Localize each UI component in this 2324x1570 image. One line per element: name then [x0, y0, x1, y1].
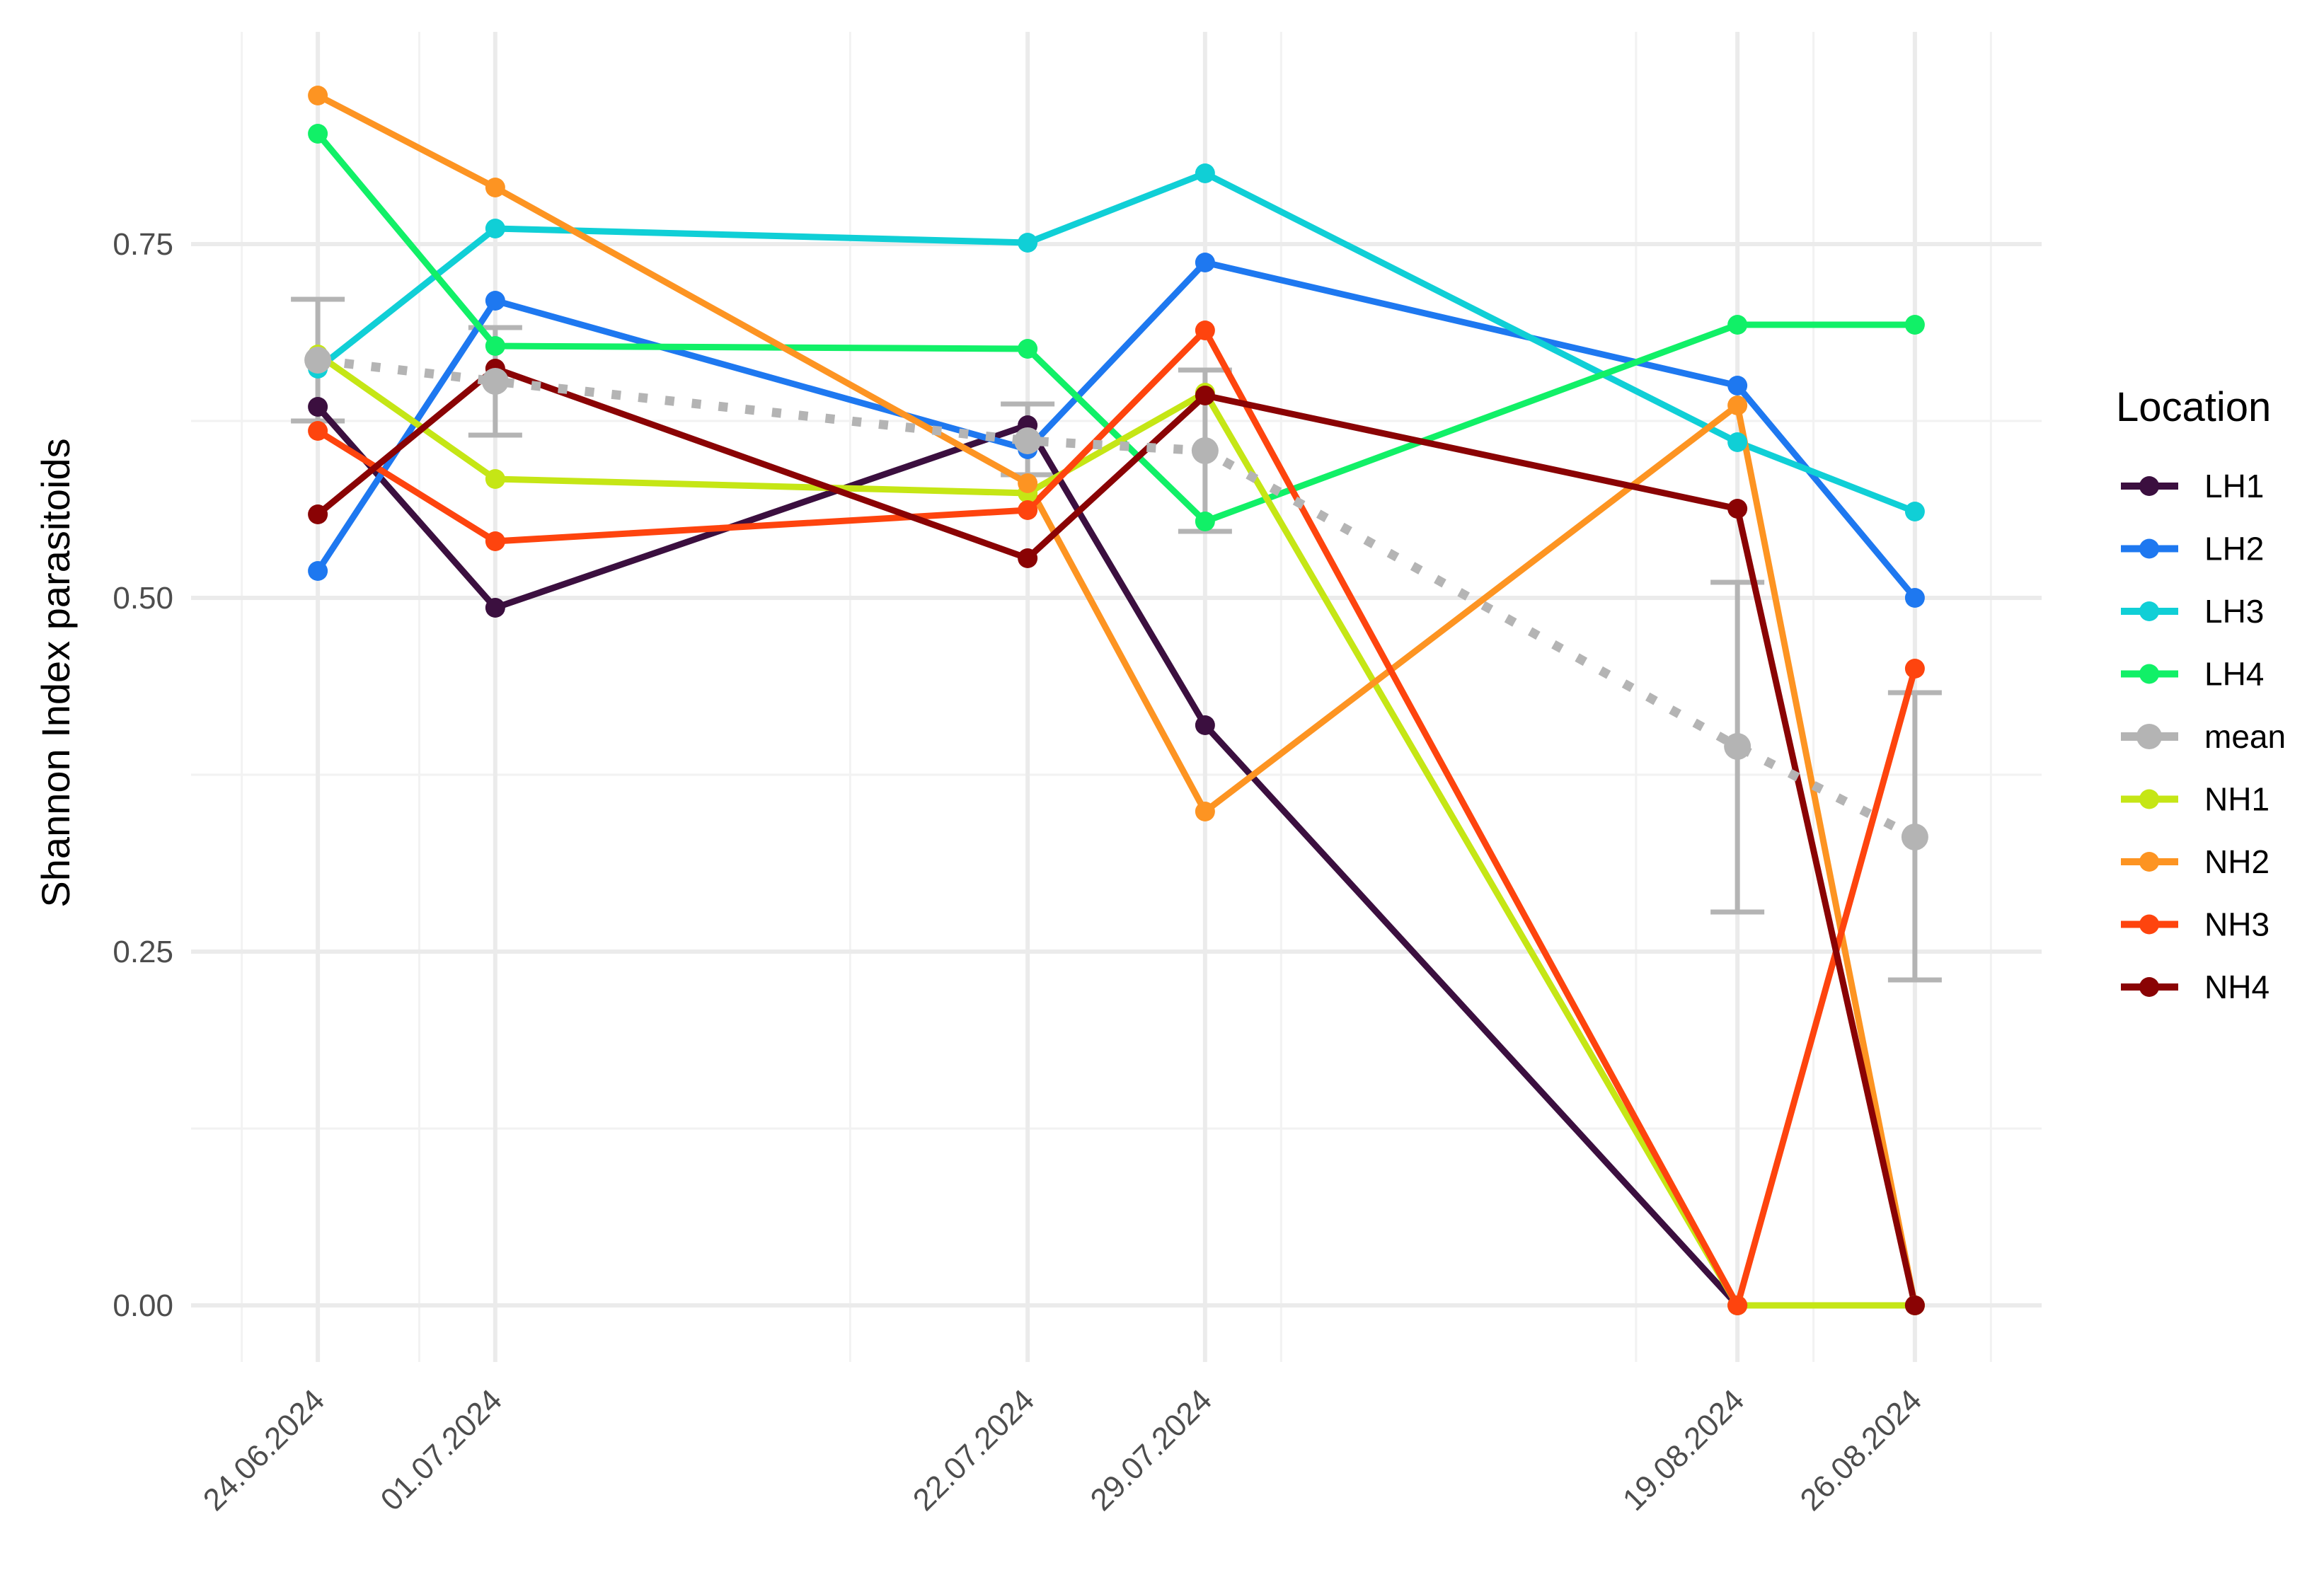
lh1-point	[1195, 715, 1215, 735]
mean-point	[1724, 733, 1751, 760]
legend-label-lh4: LH4	[2204, 656, 2264, 693]
lh2-point	[1195, 253, 1215, 272]
nh3-point	[1195, 321, 1215, 340]
nh1-line	[316, 352, 1915, 1309]
nh3-line	[316, 327, 1919, 1309]
legend-key-point-nh4	[2139, 977, 2159, 997]
x-tick-label: 26.08.2024	[1794, 1383, 1928, 1517]
nh4-point	[1727, 499, 1748, 519]
lh4-point	[1904, 315, 1925, 335]
lh4-point	[1727, 315, 1748, 335]
legend-item-nh3: NH3	[2121, 906, 2270, 943]
nh2-line	[316, 93, 1919, 1306]
nh2-point	[1727, 396, 1748, 415]
lh3-point	[1904, 502, 1925, 521]
mean-point	[1191, 437, 1219, 464]
lh3-point	[485, 219, 505, 238]
legend-item-nh1: NH1	[2121, 781, 2270, 818]
nh2-point	[485, 178, 505, 197]
mean-point	[1901, 824, 1928, 850]
mean-point	[304, 347, 332, 374]
legend-key-point-mean	[2136, 724, 2162, 749]
lh1-point	[485, 598, 505, 618]
lh2-point	[308, 561, 328, 581]
lh3-point	[1195, 163, 1215, 183]
lh3-point	[1018, 233, 1038, 253]
legend-item-lh2: LH2	[2121, 531, 2264, 567]
nh4-point	[1904, 1295, 1925, 1315]
legend-item-nh4: NH4	[2121, 969, 2270, 1005]
nh3-point	[308, 421, 328, 441]
x-tick-label: 22.07.2024	[907, 1383, 1041, 1517]
nh4-line	[316, 365, 1919, 1306]
y-axis-title: Shannon Index parasitoids	[33, 438, 78, 907]
x-tick-label: 24.06.2024	[197, 1383, 331, 1517]
y-tick-label: 0.75	[113, 227, 173, 262]
legend-label-lh1: LH1	[2204, 468, 2264, 504]
nh4-point	[308, 504, 328, 524]
lh3-point	[1727, 432, 1748, 452]
legend-key-point-nh3	[2139, 914, 2159, 935]
lh1-line	[315, 405, 1915, 1309]
legend-key-point-nh2	[2139, 852, 2159, 872]
nh3-point	[1018, 500, 1038, 520]
y-tick-label: 0.25	[113, 935, 173, 969]
mean-point	[481, 368, 509, 395]
series-points	[304, 86, 1928, 1315]
legend-item-mean: mean	[2121, 718, 2286, 755]
nh4-point	[1018, 548, 1038, 568]
legend-item-nh2: NH2	[2121, 843, 2270, 880]
nh2-point	[1195, 802, 1215, 821]
nh2-point	[308, 86, 328, 105]
legend-key-point-lh4	[2139, 664, 2159, 684]
y-tick-label: 0.50	[113, 581, 173, 616]
lh2-line	[315, 259, 1918, 600]
nh3-point	[1904, 659, 1925, 679]
legend: Location LH1 LH2 LH3 LH4 mean NH1 NH2 NH3 NH4	[2116, 384, 2286, 1005]
legend-label-nh4: NH4	[2204, 969, 2270, 1005]
legend-label-nh1: NH1	[2204, 781, 2270, 818]
nh2-point	[1018, 473, 1038, 493]
y-axis-tick-labels: 0.00 0.25 0.50 0.75	[113, 227, 173, 1323]
legend-key-point-lh1	[2139, 476, 2159, 496]
legend-label-nh3: NH3	[2204, 906, 2270, 943]
legend-label-mean: mean	[2204, 718, 2286, 755]
legend-item-lh1: LH1	[2121, 468, 2264, 504]
grid-lines	[191, 32, 2042, 1362]
legend-label-nh2: NH2	[2204, 843, 2270, 880]
mean-point	[1014, 427, 1042, 454]
legend-key-point-lh3	[2139, 601, 2159, 621]
mean-line	[317, 355, 1917, 841]
lh4-point	[1018, 339, 1038, 359]
legend-title: Location	[2116, 384, 2271, 430]
legend-item-lh3: LH3	[2121, 593, 2264, 630]
lh4-point	[1195, 512, 1215, 531]
legend-key-point-lh2	[2139, 538, 2159, 559]
nh3-point	[485, 531, 505, 551]
series-lines	[315, 93, 1919, 1309]
legend-label-lh3: LH3	[2204, 593, 2264, 630]
lh4-point	[308, 124, 328, 144]
x-tick-label: 19.08.2024	[1616, 1383, 1751, 1517]
legend-key-point-nh1	[2139, 789, 2159, 809]
mean-error-bars	[291, 296, 1942, 983]
lh4-line	[315, 132, 1915, 525]
x-tick-label: 29.07.2024	[1084, 1383, 1219, 1517]
x-axis-tick-labels: 24.06.2024 01.07.2024 22.07.2024 29.07.2024…	[197, 1383, 1928, 1517]
nh4-point	[1195, 386, 1215, 405]
nh3-point	[1727, 1295, 1748, 1315]
x-tick-label: 01.07.2024	[374, 1383, 509, 1517]
y-tick-label: 0.00	[113, 1288, 173, 1323]
legend-item-lh4: LH4	[2121, 656, 2264, 693]
lh3-line	[316, 170, 1916, 515]
lh2-point	[485, 291, 505, 311]
lh1-point	[308, 397, 328, 417]
nh1-point	[485, 469, 505, 489]
lh2-point	[1904, 588, 1925, 608]
legend-label-lh2: LH2	[2204, 531, 2264, 567]
lh2-point	[1727, 376, 1748, 396]
lh4-point	[485, 336, 505, 356]
